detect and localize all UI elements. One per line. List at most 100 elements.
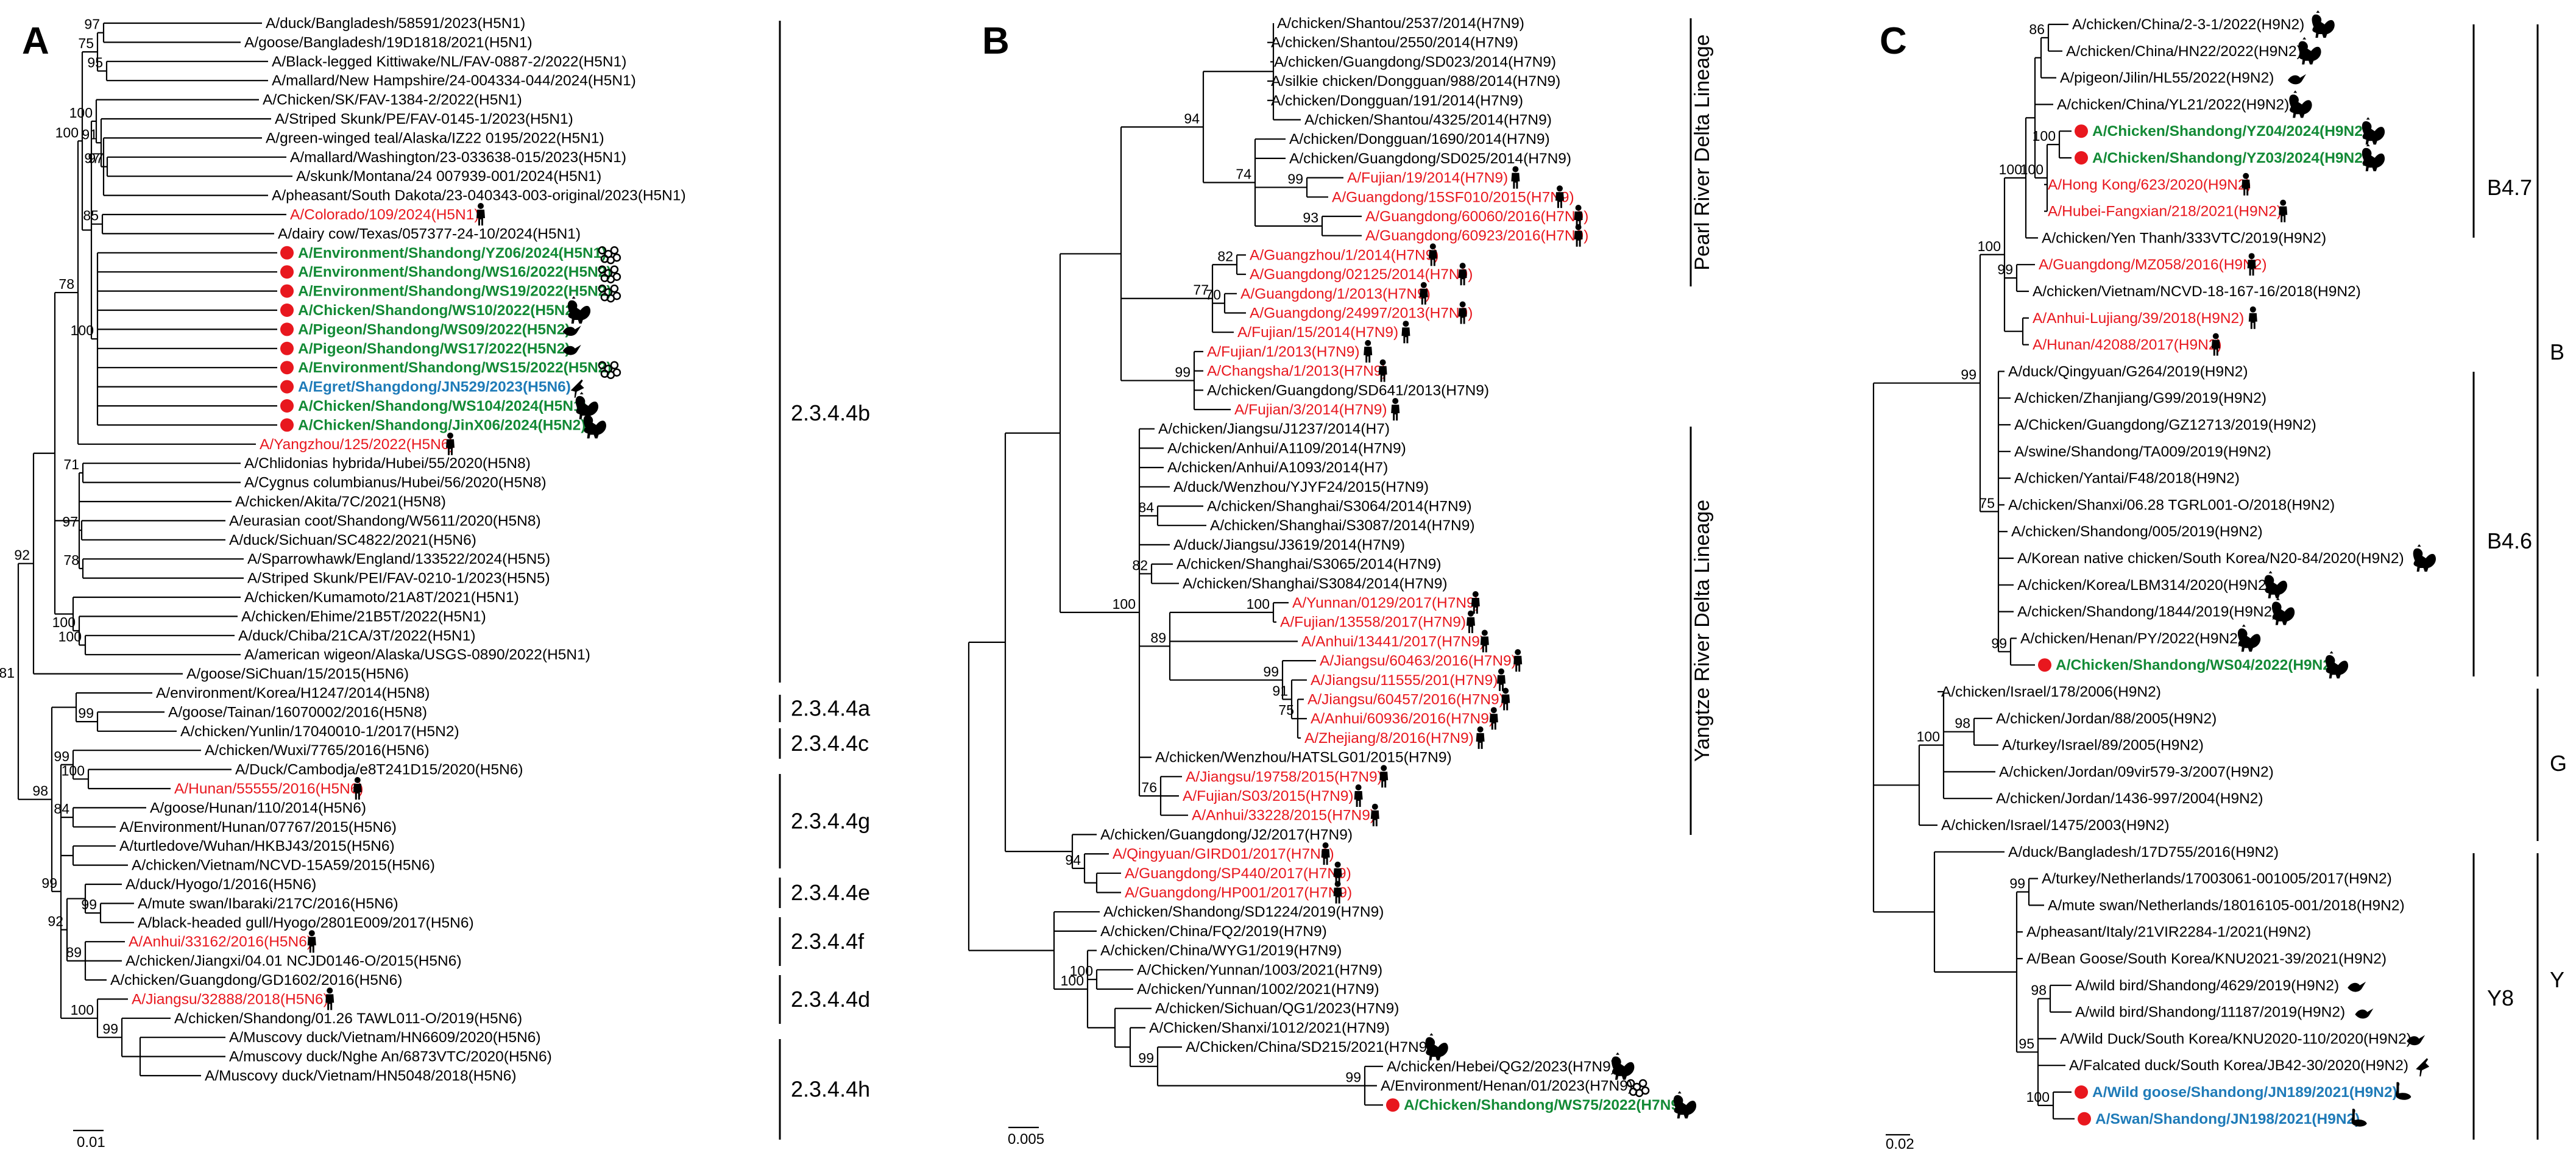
clade-label: 2.3.4.4f — [791, 929, 865, 954]
human-icon — [1419, 282, 1428, 305]
scale-label: 0.005 — [1008, 1131, 1044, 1148]
leaf-label: A/Black-legged Kittiwake/NL/FAV-0887-2/2… — [272, 54, 626, 70]
bootstrap-value: 100 — [2020, 161, 2043, 177]
human-icon — [1458, 263, 1467, 286]
human-icon — [1401, 321, 1410, 344]
leaf-label: A/chicken/Yantai/F48/2018(H9N2) — [2014, 470, 2240, 487]
egret-icon — [2416, 1058, 2430, 1077]
bootstrap-value: 100 — [71, 322, 94, 338]
leaf-label: A/chicken/Guangdong/J2/2017(H7N9) — [1100, 826, 1353, 843]
human-icon — [2242, 172, 2251, 196]
human-head — [1575, 205, 1582, 211]
leaf-label: A/green-winged teal/Alaska/IZ22 0195/202… — [266, 130, 604, 146]
leaf-label: A/chicken/Israel/1475/2003(H9N2) — [1941, 817, 2170, 834]
bootstrap-value: 91 — [1272, 683, 1288, 699]
bootstrap-value: 75 — [1278, 702, 1294, 718]
bootstrap-value: 93 — [1303, 210, 1318, 225]
human-head — [1459, 263, 1466, 269]
leaf-label: A/Chicken/SK/FAV-1384-2/2022(H5N1) — [263, 92, 522, 108]
clade-label: 2.3.4.4d — [791, 987, 870, 1012]
human-icon — [325, 987, 334, 1010]
leaf-label: A/Chicken/Shandong/WS104/2024(H5N1) — [298, 398, 587, 414]
bird-icon — [562, 344, 581, 355]
human-icon — [1321, 842, 1330, 865]
leaf-label: A/wild bird/Shandong/4629/2019(H9N2) — [2075, 978, 2339, 994]
chicken-shape — [1673, 1095, 1697, 1119]
human-head — [1334, 861, 1341, 868]
human-body — [307, 937, 316, 953]
leaf-label: A/Anhui/13441/2017(H7N9) — [1301, 633, 1485, 650]
leaf-label: A/chicken/Shanghai/S3084/2014(H7N9) — [1183, 575, 1447, 592]
clade-label: 2.3.4.4b — [791, 400, 870, 425]
human-head — [1371, 803, 1378, 810]
human-icon — [1476, 726, 1485, 749]
human-body — [2247, 260, 2256, 276]
human-icon — [2279, 199, 2288, 222]
bootstrap-value: 82 — [1132, 557, 1148, 573]
human-body — [1511, 172, 1520, 189]
leaf-label: A/duck/Jiangsu/J3619/2014(H7N9) — [1173, 537, 1405, 553]
leaf-label: A/Chicken/Shandong/WS04/2022(H9N2) — [2056, 657, 2336, 673]
leaf-label: A/eurasian coot/Shandong/W5611/2020(H5N8… — [229, 513, 541, 529]
clade-label: B4.6 — [2487, 528, 2532, 553]
leaf-label: A/chicken/China/2-3-1/2022(H9N2) — [2072, 16, 2304, 33]
human-body — [1378, 366, 1387, 382]
bootstrap-value: 100 — [62, 762, 85, 778]
leaf-label: A/chicken/Shanghai/S3064/2014(H7N9) — [1207, 499, 1471, 515]
leaf-label: A/chicken/Yunnan/1002/2021(H7N9) — [1137, 981, 1379, 998]
leaf-label: A/Yangzhou/125/2022(H5N6) — [260, 436, 455, 453]
chicken-shape — [2362, 121, 2385, 145]
leaf-label: A/Korean native chicken/South Korea/N20-… — [2017, 550, 2404, 567]
leaf-label: A/chicken/Shandong/005/2019(H9N2) — [2011, 524, 2263, 540]
chicken-icon — [1612, 1052, 1635, 1080]
panel-label-b: B — [982, 20, 1010, 62]
chicken-comb — [2316, 10, 2320, 13]
bird-icon — [2355, 1008, 2374, 1019]
human-body — [1574, 230, 1583, 247]
leaf-label: A/Chicken/Shanxi/1012/2021(H7N9) — [1149, 1020, 1390, 1036]
human-head — [1512, 166, 1519, 172]
leaf-label: A/Jiangsu/11555/201(H7N9) — [1311, 672, 1498, 689]
bird-icon — [2407, 1035, 2426, 1046]
human-head — [1379, 359, 1386, 366]
leaf-label: A/Changsha/1/2013(H7N9) — [1207, 363, 1387, 380]
human-body — [1501, 694, 1510, 711]
leaf-label: A/chicken/Zhanjiang/G99/2019(H9N2) — [2014, 390, 2266, 406]
human-icon — [1574, 205, 1583, 227]
clade-label: B4.7 — [2487, 175, 2532, 200]
bootstrap-value: 81 — [0, 665, 15, 681]
scale-label: 0.01 — [77, 1134, 105, 1150]
leaf-label: A/chicken/Shanghai/S3087/2014(H7N9) — [1210, 517, 1474, 534]
leaf-label: A/Falcated duck/South Korea/JB42-30/2020… — [2069, 1057, 2408, 1074]
leaf-label: A/Environment/Shandong/WS19/2022(H5N2) — [298, 283, 612, 300]
human-body — [1333, 887, 1342, 904]
human-icon — [1467, 610, 1475, 633]
bootstrap-value: 100 — [1917, 729, 1940, 745]
leaf-label: A/Hunan/55555/2016(H5N6) — [174, 781, 364, 797]
leaf-label: A/chicken/Shanghai/S3065/2014(H7N9) — [1177, 556, 1441, 573]
human-body — [1364, 346, 1373, 363]
chicken-comb — [2242, 624, 2246, 627]
leaf-label: A/Anhui/33162/2016(H5N6) — [129, 934, 312, 950]
bird-shape — [562, 325, 581, 336]
panel-label-c: C — [1880, 20, 1907, 62]
chicken-shape — [567, 300, 591, 324]
bootstrap-value: 75 — [1979, 495, 1995, 511]
bootstrap-value: 100 — [71, 1002, 94, 1018]
env-dot — [598, 361, 607, 369]
leaf-label: A/Fujian/15/2014(H7N9) — [1237, 324, 1398, 341]
leaf-label: A/Hong Kong/623/2020(H9N2) — [2048, 177, 2251, 193]
leaf-label: A/Guangdong/60923/2016(H7N9) — [1365, 228, 1588, 244]
env-dot — [610, 284, 619, 293]
chicken-icon — [2362, 117, 2385, 145]
leaf-label: A/Environment/Shandong/WS15/2022(H5N2) — [298, 360, 612, 376]
leaf-label: A/chicken/Korea/LBM314/2020(H9N2) — [2017, 577, 2271, 594]
chicken-icon — [2325, 651, 2349, 679]
bootstrap-value: 100 — [2033, 128, 2056, 144]
leaf-label: A/Guangdong/15SF010/2015(H7N9) — [1332, 189, 1574, 205]
env-dot — [1626, 1079, 1635, 1088]
study-strain-dot — [2075, 1085, 2088, 1099]
leaf-label: A/Muscovy duck/Vietnam/HN6609/2020(H5N6) — [229, 1029, 541, 1046]
leaf-label: A/Guangzhou/1/2014(H7N9) — [1250, 247, 1439, 263]
